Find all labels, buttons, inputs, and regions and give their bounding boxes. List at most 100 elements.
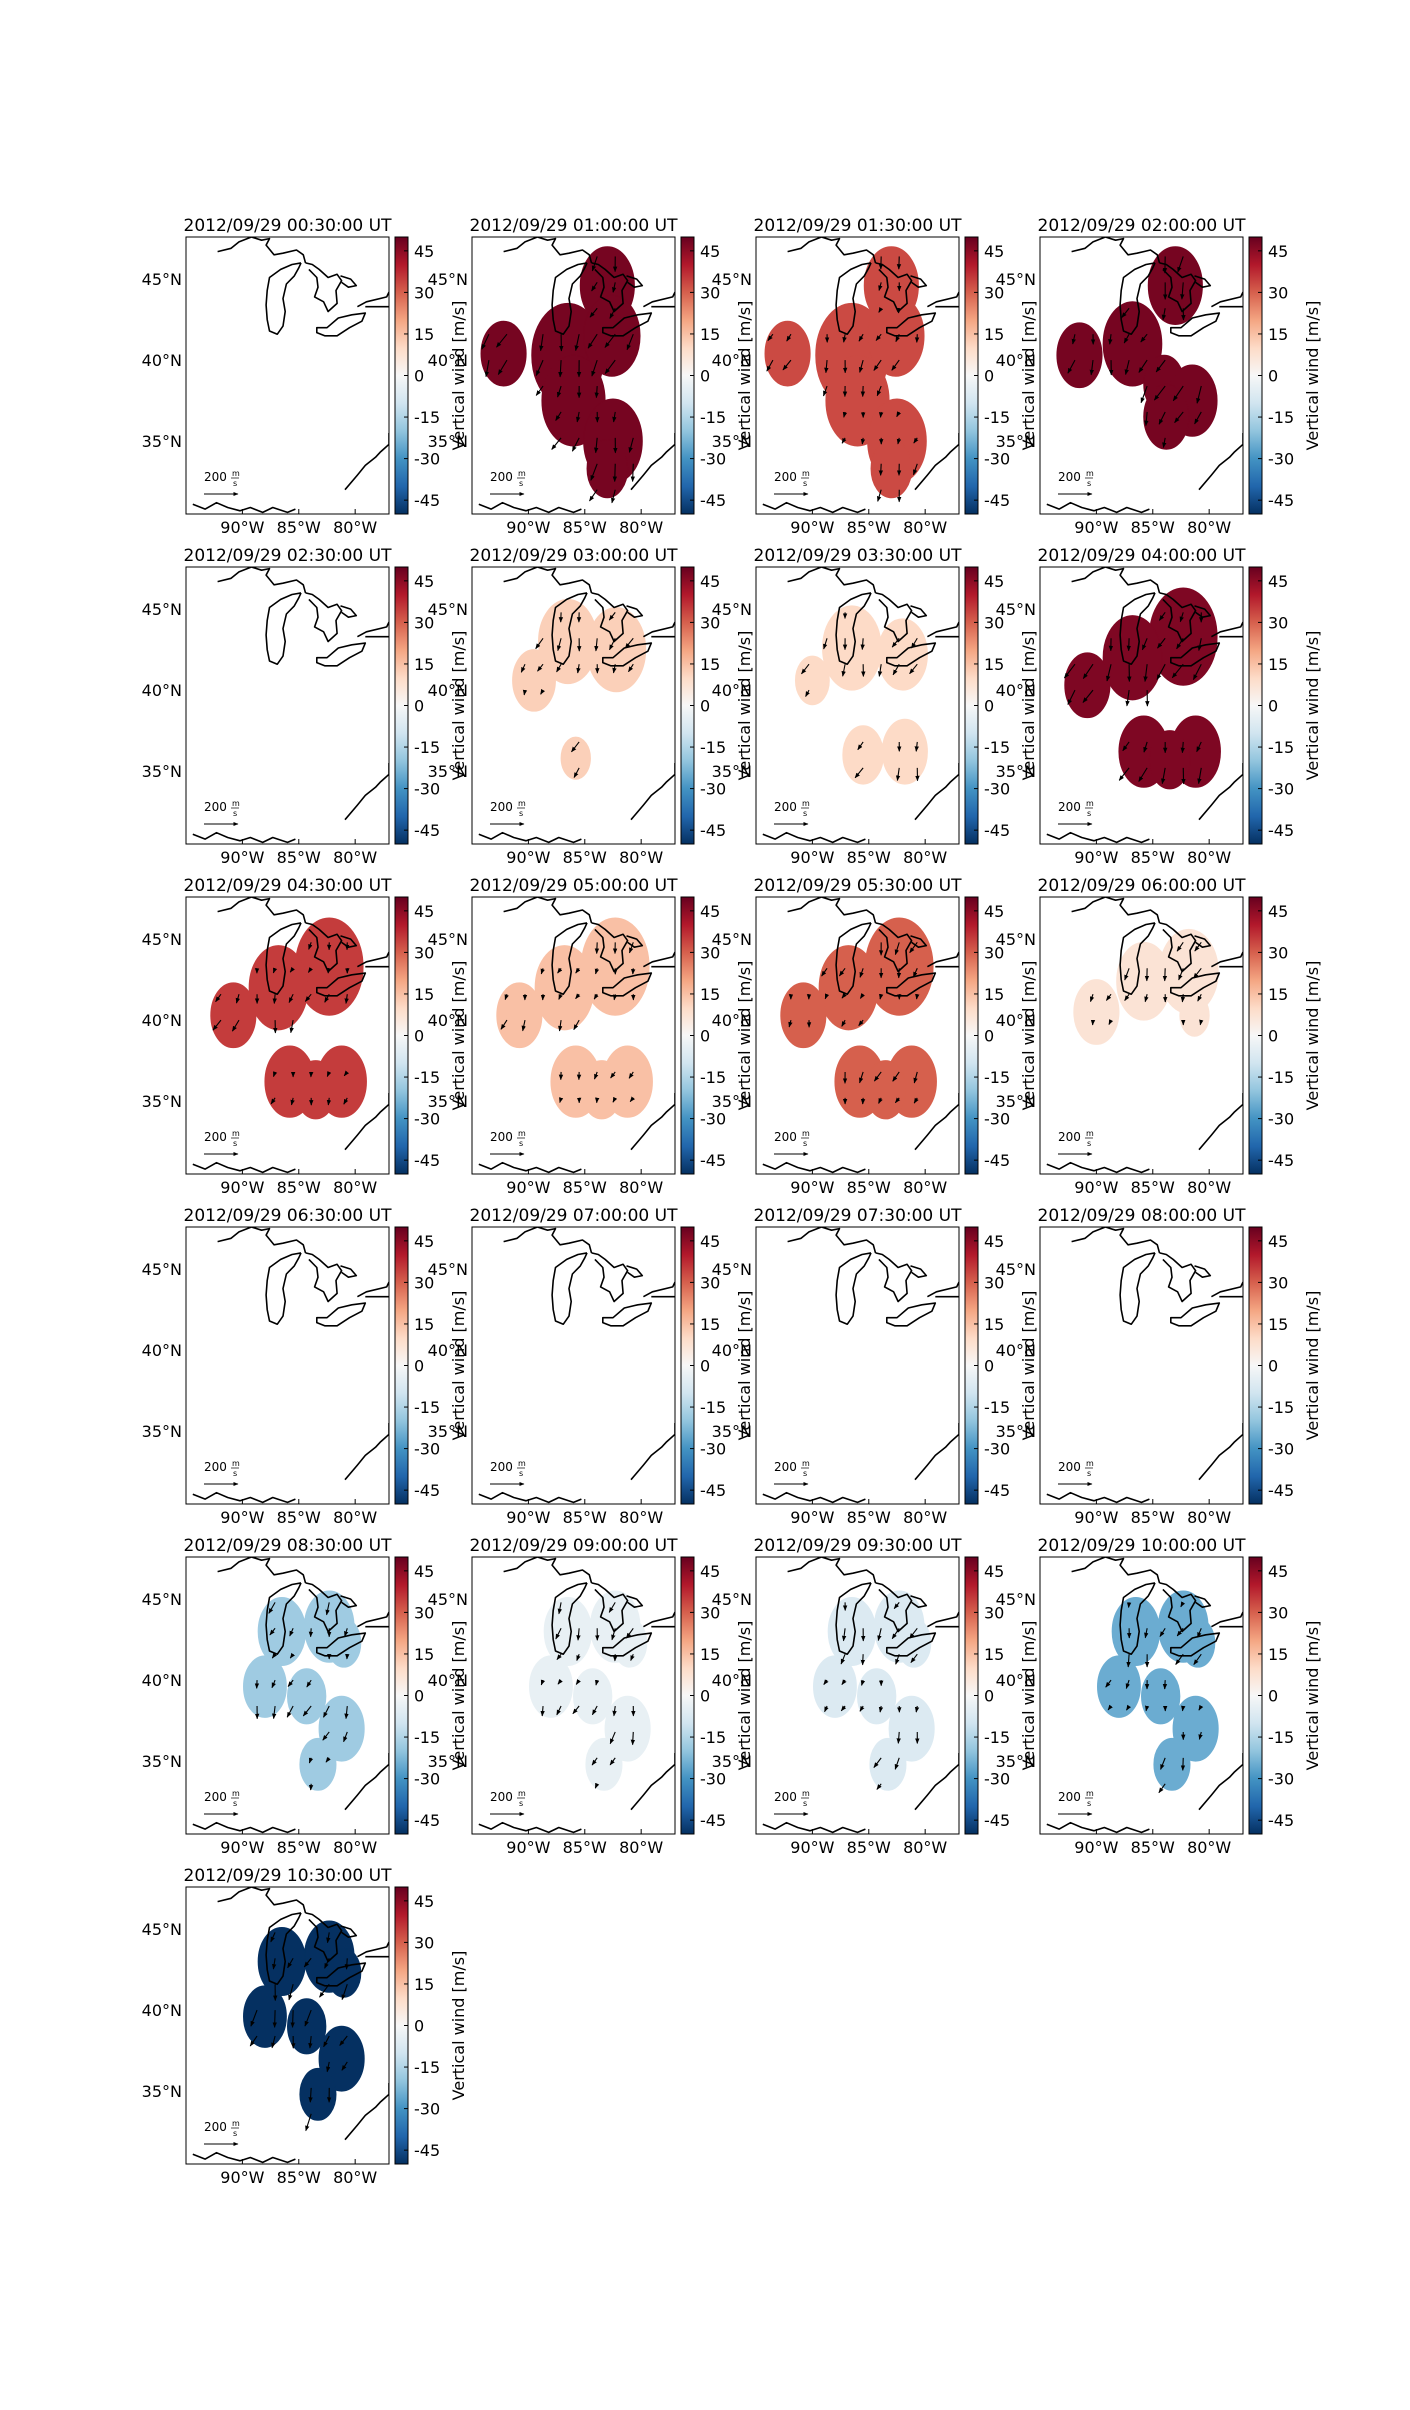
lat-label: 40°N (712, 681, 752, 700)
lake-superior-shore (787, 237, 877, 264)
atlantic-coast (630, 763, 675, 821)
coastline (192, 1227, 389, 1504)
scale-unit-den: s (803, 479, 807, 488)
lat-label: 35°N (142, 1752, 182, 1771)
atlantic-coast (914, 1423, 959, 1481)
scale-arrow: 200 ms (1058, 799, 1094, 826)
lon-label: 90°W (790, 1508, 834, 1527)
colorbar-tick-label: -30 (984, 1770, 1010, 1789)
colorbar-tick-label: -45 (1268, 1811, 1294, 1830)
colorbar-tick-label: 0 (984, 697, 994, 716)
region-blob (543, 1596, 593, 1667)
lon-label: 90°W (506, 1508, 550, 1527)
lat-label: 35°N (142, 762, 182, 781)
gulf-coast (478, 1821, 582, 1834)
colorbar-label: Vertical wind [m/s] (1019, 301, 1038, 451)
lon-label: 90°W (1074, 848, 1118, 867)
wind-arrow (1181, 1705, 1186, 1712)
wind-arrow (609, 1731, 616, 1745)
lon-label: 85°W (847, 1178, 891, 1197)
lon-label: 80°W (903, 1178, 947, 1197)
lon-label: 85°W (563, 518, 607, 537)
wind-arrow (343, 1731, 348, 1743)
colorbar-tick-label: 15 (414, 1315, 434, 1334)
lon-label: 90°W (506, 518, 550, 537)
wind-arrow (521, 1019, 526, 1032)
wind-arrow (573, 1019, 580, 1031)
map-frame (185, 1556, 390, 1835)
panel-title: 2012/09/29 06:00:00 UT (1038, 876, 1247, 896)
wind-arrow (766, 359, 774, 372)
colorbar-tick-label: 45 (1268, 572, 1288, 591)
map-panel: 2012/09/29 10:00:00 UT 200 ms 45°N 40°N 35°N 9… (996, 1536, 1322, 1857)
wind-arrow (575, 967, 581, 974)
atlantic-coast (1198, 763, 1243, 821)
colorbar-tick-label: -15 (984, 1728, 1010, 1747)
lake-superior-shore (217, 897, 307, 924)
lon-label: 80°W (1187, 848, 1231, 867)
lake-michigan-shore (551, 1582, 588, 1655)
atlantic-coast (344, 1423, 389, 1481)
map-frame (185, 896, 390, 1175)
wind-arrow (288, 1984, 294, 2001)
region-blob (585, 1737, 623, 1791)
colorbar-tick-label: 30 (414, 1273, 434, 1292)
scale-unit-num: m (232, 1459, 240, 1468)
gulf-coast (192, 1161, 296, 1174)
scale-value: 200 (774, 1790, 797, 1804)
colorbar: 45 30 15 0 -15 -30 -45 Vertical wind [m/s] (964, 1226, 1038, 1505)
colorbar-tick-label: 0 (1268, 697, 1278, 716)
lat-label: 45°N (142, 600, 182, 619)
wind-arrow (1158, 1783, 1166, 1794)
wind-arrow (271, 1958, 277, 1970)
gulf-coast (762, 1491, 866, 1504)
gulf-coast (762, 501, 866, 514)
map-panel: 2012/09/29 04:00:00 UT 200 ms 45°N 40°N 35°N 9… (996, 546, 1322, 867)
colorbar-tick-label: 45 (700, 1232, 720, 1251)
atlantic-coast (1198, 1093, 1243, 1151)
region-blob (1073, 979, 1120, 1045)
wind-arrow (231, 1019, 240, 1032)
colorbar-label: Vertical wind [m/s] (449, 301, 468, 451)
georgian-bay-shore (910, 605, 928, 618)
wind-arrow (289, 1628, 294, 1637)
lake-ontario-shore (357, 1941, 389, 1958)
colorbar-tick-label: -30 (414, 2100, 440, 2119)
lat-label: 40°N (142, 681, 182, 700)
lake-erie-shore (316, 1962, 367, 1987)
coastline (478, 897, 675, 1174)
scale-arrow: 200 ms (204, 469, 240, 496)
colorbar-tick-label: -30 (700, 1110, 726, 1129)
wind-arrow (909, 942, 918, 954)
region-blob (1102, 615, 1163, 701)
wind-arrow (1193, 967, 1202, 979)
georgian-bay-shore (910, 275, 928, 288)
wind-arrow (628, 663, 634, 673)
colorbar-tick-label: -15 (1268, 738, 1294, 757)
colorbar-label: Vertical wind [m/s] (449, 631, 468, 781)
wind-arrow (576, 1654, 581, 1662)
wind-arrow (591, 1757, 598, 1766)
lake-erie-shore (316, 312, 367, 337)
lat-label: 45°N (996, 270, 1036, 289)
coastline (478, 1227, 675, 1504)
lake-michigan-shore (551, 262, 588, 335)
region-blob (591, 628, 629, 681)
scale-unit-den: s (519, 1139, 523, 1148)
lake-ontario-shore (927, 1281, 959, 1298)
scale-unit-num: m (232, 469, 240, 478)
wind-arrow (801, 663, 810, 675)
wind-vectors (1063, 612, 1204, 785)
lon-label: 85°W (847, 1838, 891, 1857)
scale-value: 200 (204, 1790, 227, 1804)
lon-label: 90°W (220, 1838, 264, 1857)
map-panel: 2012/09/29 08:30:00 UT 200 ms 45°N 40°N 35°N 9… (142, 1536, 468, 1857)
panel-title: 2012/09/29 03:00:00 UT (470, 546, 679, 566)
lon-label: 85°W (277, 1178, 321, 1197)
wind-arrow (1196, 1628, 1202, 1638)
lake-michigan-shore (551, 592, 588, 665)
colorbar-tick-label: 45 (414, 572, 434, 591)
map-area (186, 1227, 389, 1504)
coastline (1046, 1227, 1243, 1504)
region-blob (827, 1596, 877, 1667)
